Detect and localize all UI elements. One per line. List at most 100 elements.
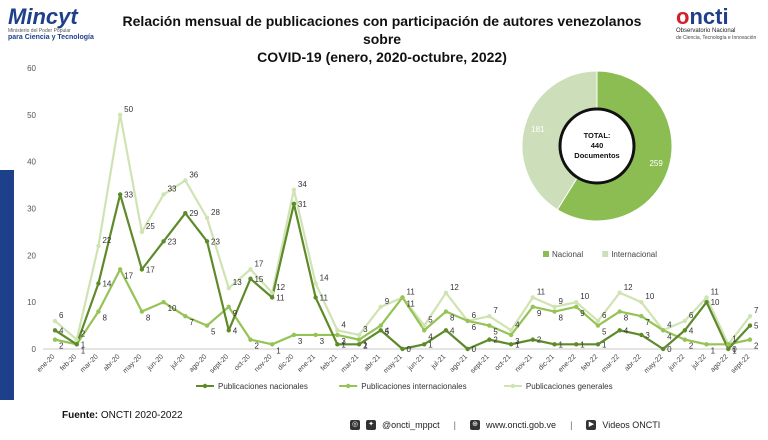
pie-center-label: TOTAL: <box>584 131 611 140</box>
x-tick-label: ene-21 <box>297 353 317 373</box>
data-point <box>617 328 622 333</box>
globe-icon: ⊕ <box>470 420 481 430</box>
x-tick-label: abr-22 <box>624 353 643 372</box>
legend-marker <box>202 383 208 389</box>
data-label: 0 <box>667 345 672 354</box>
data-label: 0 <box>472 345 477 354</box>
data-point <box>682 337 688 342</box>
data-point <box>313 295 318 300</box>
data-label: 50 <box>124 105 133 114</box>
data-label: 3 <box>645 331 650 340</box>
data-point <box>595 318 601 324</box>
data-point <box>96 281 101 286</box>
data-label: 6 <box>602 311 607 320</box>
x-tick-label: dic-21 <box>538 353 557 372</box>
data-point <box>117 112 123 118</box>
x-tick-label: jul-21 <box>430 353 448 371</box>
data-label: 9 <box>537 309 542 318</box>
data-label: 1 <box>81 346 86 355</box>
data-label: 1 <box>428 340 433 349</box>
chart-title-line1: Relación mensual de publicaciones con pa… <box>122 13 642 47</box>
x-tick-label: jun-21 <box>406 353 425 372</box>
legend-marker <box>346 383 351 389</box>
y-tick-label: 30 <box>27 205 36 214</box>
data-label: 6 <box>472 311 477 320</box>
x-tick-label: ene-20 <box>36 353 56 373</box>
data-point <box>552 309 557 314</box>
data-label: 5 <box>385 328 390 337</box>
x-tick-label: may-21 <box>382 353 404 375</box>
website-link[interactable]: www.oncti.gob.ve <box>486 420 557 430</box>
data-label: 12 <box>276 283 285 292</box>
x-tick-label: nov-20 <box>254 353 274 373</box>
data-point <box>465 318 470 324</box>
data-label: 17 <box>254 259 263 268</box>
data-label: 13 <box>233 278 242 287</box>
data-point <box>183 178 188 183</box>
pie-value-label: 181 <box>531 125 545 134</box>
data-point <box>378 304 383 310</box>
oncti-logo-ncti: ncti <box>689 4 729 29</box>
data-point <box>682 328 688 333</box>
data-point <box>378 323 383 328</box>
data-point <box>269 290 275 295</box>
pie-legend-label: Internacional <box>611 250 657 259</box>
data-point <box>269 295 275 300</box>
oncti-logo-brand: oncti <box>676 6 766 28</box>
legend-marker <box>510 383 516 389</box>
data-label: 11 <box>320 293 329 302</box>
data-label: 3 <box>341 337 346 346</box>
data-label: 31 <box>298 200 307 209</box>
data-label: 5 <box>493 328 498 337</box>
data-point <box>52 318 58 324</box>
data-point <box>183 210 188 216</box>
x-tick-label: jun-22 <box>667 353 686 372</box>
data-point <box>139 229 145 235</box>
data-label: 3 <box>363 325 368 334</box>
data-point <box>747 314 753 319</box>
videos-link[interactable]: Videos ONCTI <box>602 420 661 430</box>
data-point <box>574 342 579 347</box>
footer-social: ◎ ✦ @oncti_mppct | ⊕ www.oncti.gob.ve | … <box>350 418 660 432</box>
data-point <box>204 239 210 244</box>
data-label: 4 <box>428 332 433 341</box>
data-point <box>400 346 405 352</box>
data-label: 4 <box>667 332 672 341</box>
y-tick-label: 60 <box>27 64 36 73</box>
x-tick-label: oct-21 <box>494 353 513 372</box>
data-point <box>574 304 579 310</box>
data-point <box>422 323 427 328</box>
data-label: 5 <box>428 316 433 325</box>
data-point <box>422 342 427 347</box>
data-label: 2 <box>537 336 542 345</box>
data-label: 1 <box>341 340 346 349</box>
oncti-logo-o: o <box>676 4 690 29</box>
x-tick-label: mar-21 <box>340 353 361 374</box>
x-tick-label: may-22 <box>643 353 665 375</box>
data-label: 0 <box>732 345 737 354</box>
data-point <box>74 337 79 342</box>
x-tick-label: oct-20 <box>233 353 252 372</box>
data-label: 2 <box>81 330 86 339</box>
data-point <box>443 290 449 295</box>
data-point <box>639 332 644 338</box>
twitter-icon: ✦ <box>366 420 376 430</box>
data-point <box>552 304 557 310</box>
data-point <box>291 187 297 192</box>
data-label: 6 <box>472 323 477 332</box>
chart-title-line2: COVID-19 (enero, 2020-octubre, 2022) <box>257 49 507 65</box>
social-handle[interactable]: @oncti_mppct <box>382 420 440 430</box>
data-label: 1 <box>363 340 368 349</box>
data-label: 8 <box>559 314 564 323</box>
data-point <box>487 314 492 319</box>
data-point <box>313 281 318 286</box>
data-label: 10 <box>645 292 654 301</box>
data-point <box>639 299 644 305</box>
pie-center-circle <box>558 107 636 185</box>
data-label: 4 <box>689 326 694 335</box>
data-point <box>313 332 318 338</box>
data-point <box>487 323 492 328</box>
data-label: 23 <box>211 237 220 246</box>
x-tick-label: jul-20 <box>169 353 187 371</box>
